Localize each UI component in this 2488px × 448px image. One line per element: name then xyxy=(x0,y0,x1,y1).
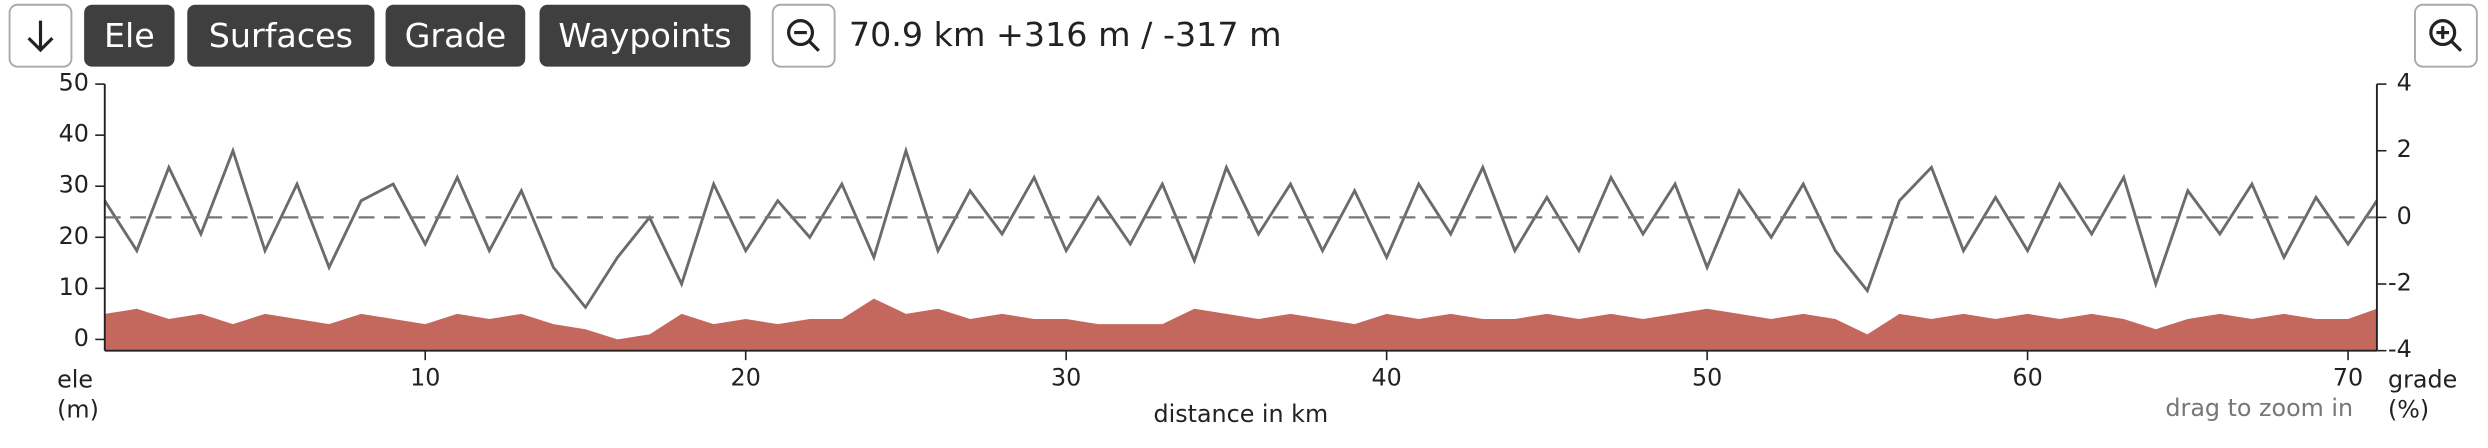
download-button[interactable] xyxy=(8,3,73,68)
x-tick-label: 30 xyxy=(1051,364,1081,392)
y-tick-label: 50 xyxy=(59,69,89,97)
y2-tick-label: 4 xyxy=(2397,69,2412,97)
x-axis-label: distance in km xyxy=(1154,400,1329,428)
x-tick-label: 60 xyxy=(2012,364,2042,392)
button-label: Surfaces xyxy=(209,16,353,55)
y-tick-label: 20 xyxy=(59,222,89,250)
zoom-in-button[interactable] xyxy=(2414,3,2478,68)
y-tick-label: 10 xyxy=(59,273,89,301)
y-tick-label: 0 xyxy=(74,324,89,352)
button-label: Waypoints xyxy=(558,16,731,55)
grade-button[interactable]: Grade xyxy=(385,4,526,67)
y-tick-label: 40 xyxy=(59,120,89,148)
zoom-hint: drag to zoom in xyxy=(2165,394,2353,422)
y-axis-label: (m) xyxy=(57,395,99,423)
elevation-area xyxy=(104,298,2377,351)
surfaces-button[interactable]: Surfaces xyxy=(187,4,375,67)
grade-line xyxy=(103,145,2379,310)
y-axis-label: ele xyxy=(57,365,93,393)
button-label: Grade xyxy=(405,16,507,55)
x-tick-label: 40 xyxy=(1371,364,1401,392)
waypoints-button[interactable]: Waypoints xyxy=(539,4,751,67)
x-tick-label: 70 xyxy=(2333,364,2363,392)
y2-tick-label: 0 xyxy=(2397,202,2412,230)
y2-axis-label: (%) xyxy=(2388,395,2429,423)
button-label: Ele xyxy=(104,16,155,55)
route-summary: 70.9 km +316 m / -317 m xyxy=(849,15,1282,54)
y-tick-label: 30 xyxy=(59,171,89,199)
ele-button[interactable]: Ele xyxy=(84,4,175,67)
x-tick-label: 50 xyxy=(1692,364,1722,392)
x-tick-label: 10 xyxy=(410,364,440,392)
y2-axis-label: grade xyxy=(2388,365,2457,393)
zoom-out-button[interactable] xyxy=(771,3,836,68)
y2-tick-label: -2 xyxy=(2388,269,2412,297)
y2-tick-label: -4 xyxy=(2388,335,2412,363)
x-tick-label: 20 xyxy=(731,364,761,392)
y2-tick-label: 2 xyxy=(2397,135,2412,163)
